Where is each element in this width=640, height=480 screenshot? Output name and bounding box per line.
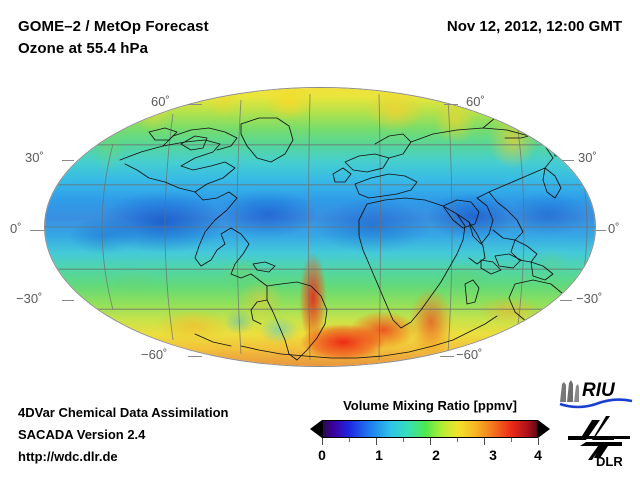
footer-line-1: 4DVar Chemical Data Assimilation <box>18 405 229 420</box>
title-line-1: GOME–2 / MetOp Forecast <box>18 18 209 35</box>
lat-tick-30s-right <box>560 300 572 301</box>
lat-label-60s-left: −60˚ <box>141 347 168 362</box>
footer-credits: 4DVar Chemical Data Assimilation SACADA … <box>18 402 229 468</box>
lat-label-30s-right: −30˚ <box>576 291 603 306</box>
colorbar-tick-3 <box>484 438 485 445</box>
footer-line-3[interactable]: http://wdc.dlr.de <box>18 449 118 464</box>
lat-tick-60s-left <box>188 356 202 357</box>
lat-tick-60n-left <box>188 104 202 105</box>
lat-label-30s-left: −30˚ <box>16 291 43 306</box>
colorbar-ticks <box>322 438 539 445</box>
riu-logo: RIU <box>556 376 634 410</box>
lat-tick-0-right <box>592 230 606 231</box>
globe-clip <box>45 88 595 366</box>
lat-tick-60s-right <box>440 356 454 357</box>
dlr-wordmark: DLR <box>596 454 623 468</box>
lat-label-30n-right: 30˚ <box>578 150 597 165</box>
colorbar-label-3: 3 <box>489 447 497 463</box>
riu-wordmark: RIU <box>582 380 616 401</box>
page-title: GOME–2 / MetOp Forecast Ozone at 55.4 hP… <box>18 16 398 60</box>
colorbar-tick-0 <box>322 438 323 445</box>
lat-label-30n-left: 30˚ <box>25 150 44 165</box>
colorbar-bar <box>310 419 550 445</box>
dlr-logo: DLR <box>566 414 632 468</box>
title-line-2: Ozone at 55.4 hPa <box>18 40 149 57</box>
lat-tick-30n-left <box>62 160 74 161</box>
colorbar-label-0: 0 <box>318 447 326 463</box>
graticule-parallels <box>45 88 595 366</box>
map-container: 60˚ 30˚ 0˚ −30˚ −60˚ 60˚ 30˚ 0˚ −30˚ −60… <box>0 78 640 378</box>
footer-line-2: SACADA Version 2.4 <box>18 427 146 442</box>
lat-tick-0-left <box>30 230 46 231</box>
colorbar-title: Volume Mixing Ratio [ppmv] <box>343 398 517 413</box>
lat-label-0-right: 0˚ <box>608 221 620 236</box>
lat-tick-60n-right <box>444 104 458 105</box>
graticule-meridians <box>45 88 595 366</box>
coastlines-overlay <box>45 88 595 366</box>
colorbar-label-1: 1 <box>375 447 383 463</box>
colorbar-label-2: 2 <box>432 447 440 463</box>
lat-label-60n-left: 60˚ <box>151 94 170 109</box>
colorbar-tick-2 <box>430 438 431 445</box>
colorbar-gradient <box>322 420 538 438</box>
colorbar-tick-1 <box>376 438 377 445</box>
lat-label-60n-right: 60˚ <box>466 94 485 109</box>
colorbar-tick-1-5 <box>403 438 404 442</box>
colorbar-over-arrow-icon <box>538 420 550 438</box>
colorbar-tick-2-5 <box>457 438 458 442</box>
lat-tick-30s-left <box>62 300 74 301</box>
colorbar: Volume Mixing Ratio [ppmv] 0 1 2 3 4 <box>310 398 550 465</box>
lat-tick-30n-right <box>562 160 574 161</box>
globe-projection <box>45 88 595 366</box>
colorbar-tick-0-5 <box>349 438 350 442</box>
colorbar-tick-labels: 0 1 2 3 4 <box>310 447 550 465</box>
colorbar-tick-4 <box>538 438 539 445</box>
dlr-emblem-icon <box>568 416 630 460</box>
timestamp-label: Nov 12, 2012, 12:00 GMT <box>446 18 622 35</box>
lat-label-0-left: 0˚ <box>10 221 22 236</box>
colorbar-under-arrow-icon <box>310 420 322 438</box>
colorbar-label-4: 4 <box>534 447 542 463</box>
colorbar-tick-3-5 <box>511 438 512 442</box>
lat-label-60s-right: −60˚ <box>456 347 483 362</box>
riu-swoosh-icon <box>559 398 633 409</box>
riu-chimneys-icon <box>560 380 579 402</box>
